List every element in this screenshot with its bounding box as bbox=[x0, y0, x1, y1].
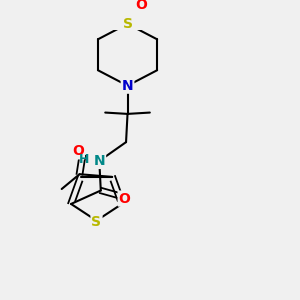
Text: O: O bbox=[72, 144, 84, 158]
Text: O: O bbox=[118, 192, 130, 206]
Text: H: H bbox=[79, 153, 89, 166]
Text: S: S bbox=[122, 17, 133, 31]
Text: O: O bbox=[135, 0, 147, 12]
Text: S: S bbox=[92, 215, 101, 229]
Text: N: N bbox=[94, 154, 105, 168]
Text: N: N bbox=[122, 79, 133, 93]
